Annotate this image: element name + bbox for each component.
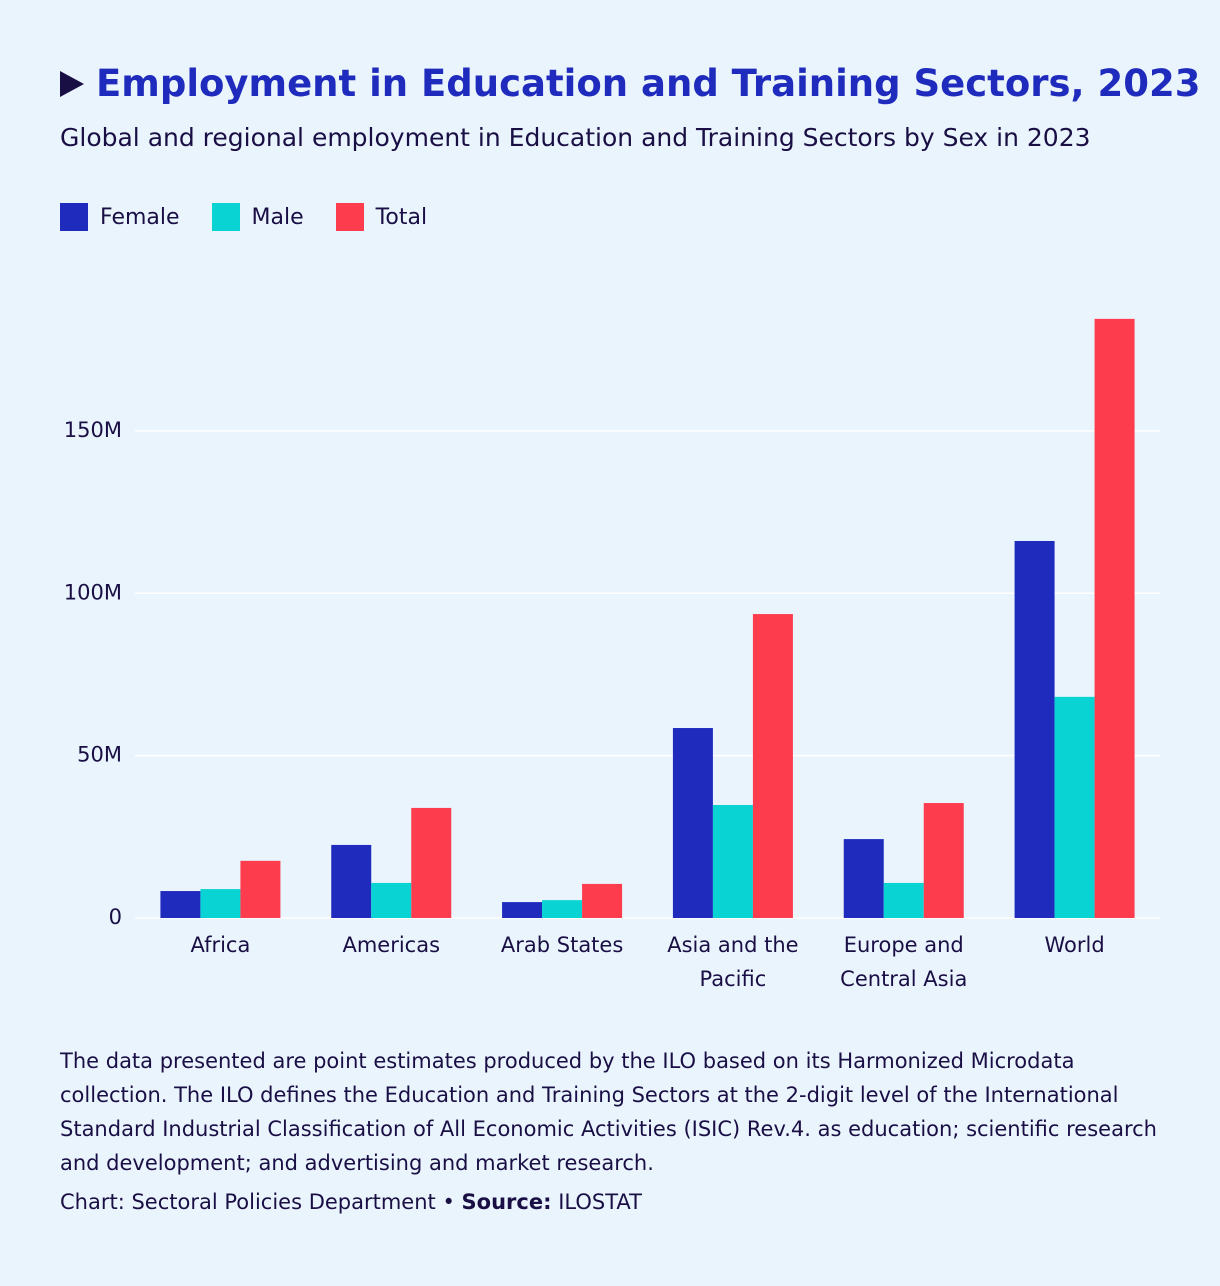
bar <box>331 844 372 918</box>
bar <box>582 883 623 918</box>
bar <box>411 807 452 918</box>
legend: Female Male Total <box>60 203 427 231</box>
bar <box>160 891 201 918</box>
legend-swatch <box>60 203 88 231</box>
title-marker <box>60 70 84 97</box>
bar <box>502 902 543 918</box>
x-tick-label: Asia and the Pacific <box>667 933 799 991</box>
note: The data presented are point estimates p… <box>60 1049 1157 1175</box>
legend-item: Female <box>60 203 180 231</box>
bar <box>752 614 793 918</box>
y-tick-label: 0 <box>109 905 122 929</box>
source-label: Source: <box>461 1190 552 1214</box>
bar <box>240 860 281 918</box>
chart-subtitle: Global and regional employment in Educat… <box>60 123 1091 152</box>
y-tick-label: 50M <box>77 743 122 767</box>
bar <box>1094 318 1135 918</box>
legend-item: Total <box>335 203 428 231</box>
legend-label: Total <box>375 204 428 230</box>
legend-label: Female <box>100 204 180 230</box>
y-tick-label: 150M <box>64 418 122 442</box>
bar <box>542 900 583 918</box>
x-tick-label: Europe and Central Asia <box>840 933 968 991</box>
source: ILOSTAT <box>558 1190 642 1214</box>
bar <box>712 804 753 918</box>
bar <box>883 882 924 918</box>
legend-label: Male <box>251 204 304 230</box>
bar <box>1054 696 1095 918</box>
credit: Chart: Sectoral Policies Department • So… <box>60 1190 642 1214</box>
legend-swatch <box>211 203 240 231</box>
bar <box>672 728 713 918</box>
bar <box>371 882 412 918</box>
y-tick-label: 100M <box>64 580 122 604</box>
legend-swatch <box>335 203 364 231</box>
x-tick-label: Africa <box>190 933 251 957</box>
legend-item: Male <box>211 203 304 231</box>
bar <box>200 889 241 918</box>
chart-title: Employment in Education and Training Sec… <box>96 62 1201 105</box>
x-tick-label: Americas <box>342 933 441 957</box>
separator: • <box>442 1190 455 1214</box>
bar <box>1014 540 1055 918</box>
title-row: Employment in Education and Training Sec… <box>60 62 1200 105</box>
x-tick-label: World <box>1044 933 1105 957</box>
x-tick-label: Arab States <box>500 933 624 957</box>
credit-text: Chart: Sectoral Policies Department <box>60 1190 436 1214</box>
bar <box>923 803 964 918</box>
bar <box>843 839 884 918</box>
